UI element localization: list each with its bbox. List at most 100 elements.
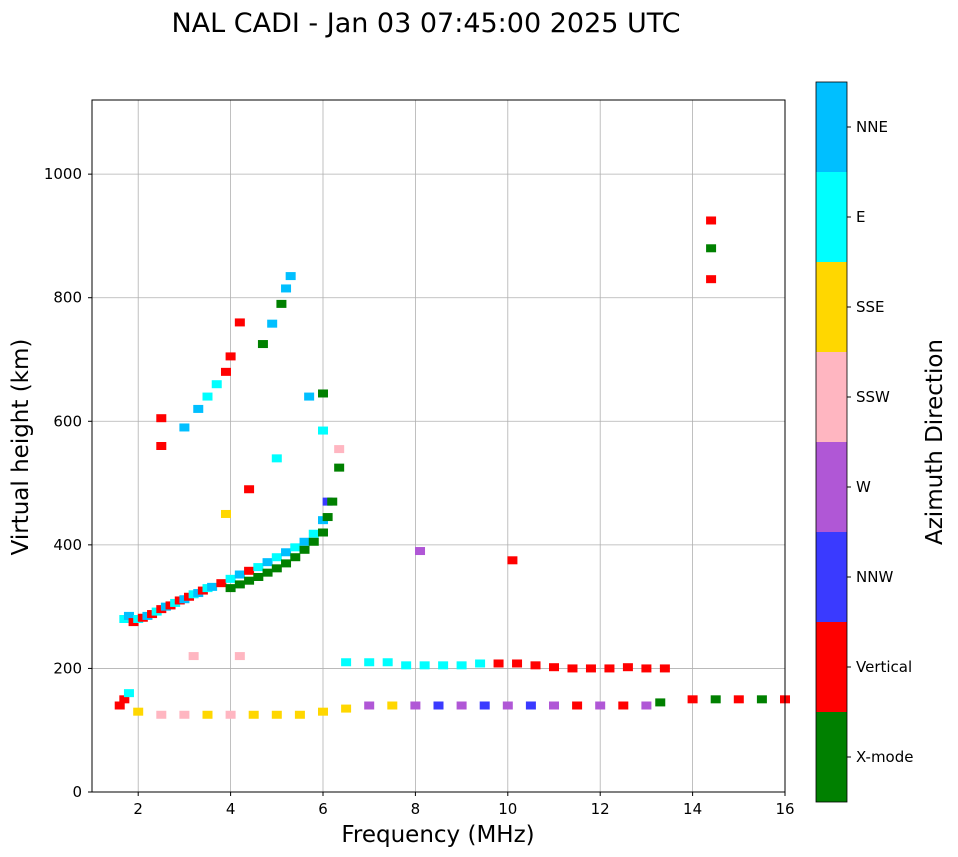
data-point — [271, 454, 282, 463]
plot-background — [92, 100, 785, 792]
data-point — [299, 545, 310, 554]
data-point — [271, 564, 282, 573]
data-point — [225, 352, 236, 361]
data-point — [123, 611, 134, 620]
data-point — [244, 485, 255, 494]
data-point — [193, 404, 204, 413]
data-point — [156, 710, 167, 719]
data-point — [387, 701, 398, 710]
data-point — [188, 652, 199, 661]
data-point — [549, 663, 559, 672]
x-tick-label: 10 — [498, 800, 517, 818]
data-point — [318, 426, 328, 435]
data-point — [733, 695, 744, 704]
data-point — [276, 299, 287, 308]
data-point — [364, 701, 375, 710]
data-point — [119, 695, 130, 704]
data-point — [659, 664, 670, 673]
y-tick-label: 200 — [53, 659, 82, 677]
data-point — [567, 664, 578, 673]
y-tick-label: 1000 — [44, 165, 82, 183]
data-point — [294, 710, 305, 719]
data-point — [267, 319, 278, 328]
data-point — [507, 556, 518, 565]
data-point — [595, 701, 606, 710]
colorbar-frame — [815, 81, 848, 803]
data-point — [304, 392, 315, 401]
data-point — [244, 576, 255, 585]
data-point — [253, 572, 264, 581]
data-point — [618, 701, 629, 710]
data-point — [262, 568, 273, 577]
data-point — [475, 659, 486, 668]
data-point — [456, 701, 467, 710]
data-point — [179, 710, 190, 719]
x-axis-label: Frequency (MHz) — [341, 822, 534, 848]
data-point — [710, 695, 721, 704]
data-point — [216, 579, 227, 588]
data-point — [419, 661, 430, 670]
data-point — [253, 563, 264, 572]
data-point — [281, 284, 292, 293]
data-point — [225, 574, 236, 583]
y-axis-ticks: 0 200 400 600 800 1000 — [44, 165, 92, 801]
y-tick-label: 400 — [53, 536, 82, 554]
data-point — [290, 553, 301, 562]
colorbar-segment — [816, 442, 847, 532]
data-point — [308, 537, 319, 546]
data-point — [334, 445, 345, 454]
data-point — [756, 695, 767, 704]
colorbar: X-mode Vertical NNW W SSW SSE E NNE — [815, 81, 913, 803]
data-point — [220, 509, 231, 518]
data-point — [585, 664, 596, 673]
colorbar-segment — [816, 622, 847, 712]
data-point — [156, 442, 167, 450]
x-tick-label: 12 — [591, 800, 610, 818]
data-point — [502, 701, 513, 710]
data-point — [225, 710, 236, 719]
colorbar-label: Azimuth Direction — [922, 339, 948, 545]
data-point — [281, 548, 292, 557]
data-point — [318, 528, 328, 537]
x-tick-label: 14 — [683, 800, 702, 818]
x-tick-label: 8 — [411, 800, 421, 818]
colorbar-label-item: SSE — [856, 298, 885, 316]
series-group — [706, 216, 717, 284]
data-point — [364, 658, 375, 667]
data-point — [248, 710, 259, 719]
x-tick-label: 6 — [318, 800, 328, 818]
y-axis-label: Virtual height (km) — [8, 339, 34, 556]
data-point — [572, 701, 583, 710]
x-axis-ticks: 2 4 6 8 10 12 14 16 — [133, 792, 795, 818]
data-point — [334, 463, 345, 472]
data-point — [341, 658, 352, 667]
colorbar-segment — [816, 352, 847, 442]
data-point — [322, 513, 333, 522]
series-group — [341, 658, 670, 673]
data-point — [202, 710, 213, 719]
x-tick-label: 16 — [775, 800, 794, 818]
data-point — [401, 661, 412, 670]
data-point — [234, 580, 245, 589]
colorbar-label-item: NNE — [856, 118, 888, 136]
data-point — [244, 566, 255, 575]
colorbar-segment — [816, 172, 847, 262]
grid-lines — [92, 100, 786, 793]
data-point — [433, 701, 444, 710]
data-point — [512, 659, 523, 668]
data-point — [262, 558, 273, 567]
data-point — [290, 543, 301, 552]
data-point — [493, 659, 504, 668]
data-point — [257, 340, 268, 349]
data-point — [281, 559, 292, 568]
data-point — [456, 661, 467, 670]
data-point — [641, 664, 652, 673]
data-point — [225, 584, 236, 593]
y-tick-label: 0 — [72, 783, 82, 801]
data-point — [179, 423, 190, 432]
data-point — [285, 272, 296, 281]
data-point — [622, 663, 633, 672]
colorbar-label-item: SSW — [856, 388, 890, 406]
data-point — [156, 414, 167, 423]
colorbar-segment — [816, 262, 847, 352]
